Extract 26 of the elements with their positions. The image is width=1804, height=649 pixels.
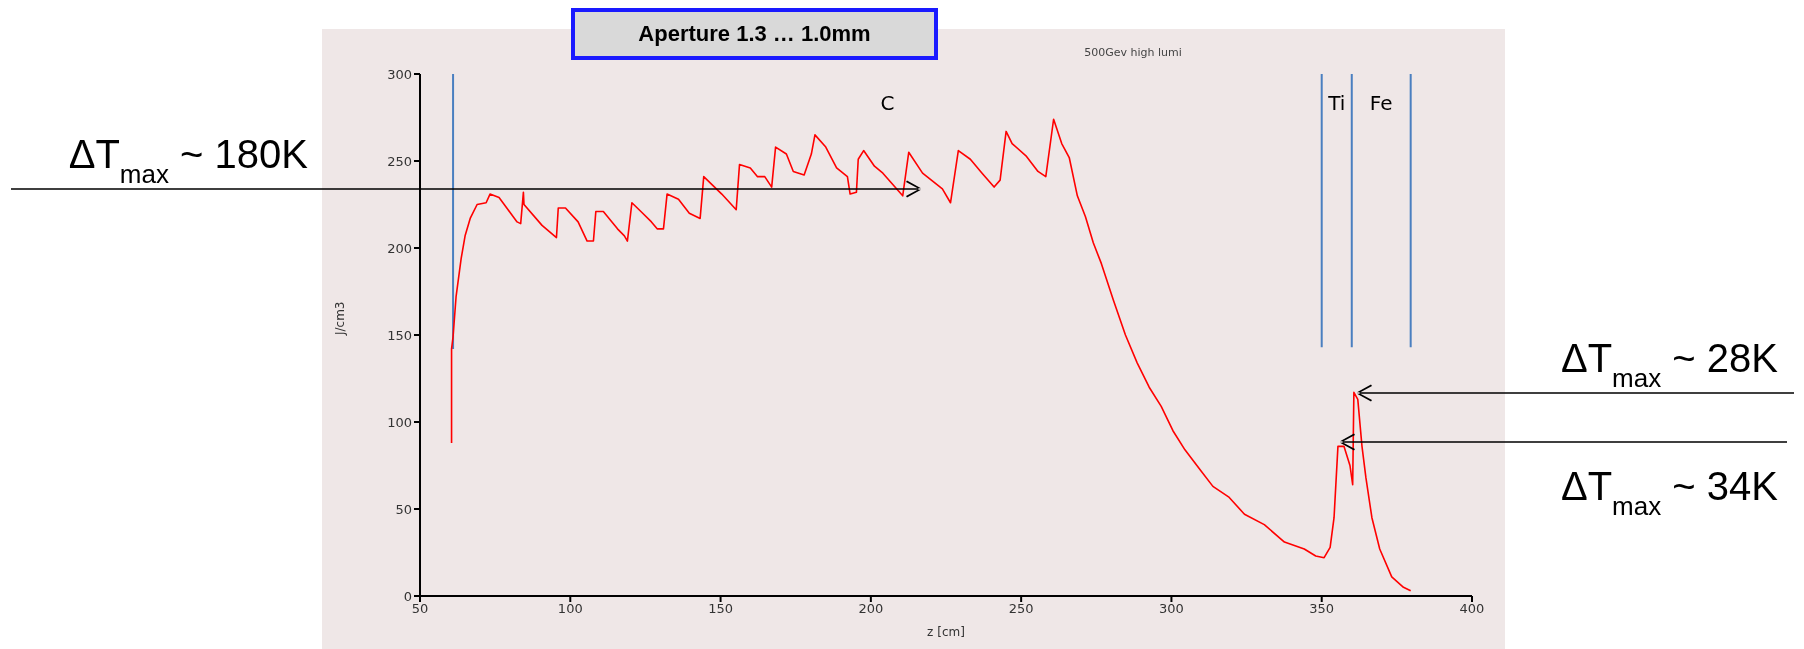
x-tick-label: 350: [1309, 601, 1335, 617]
y-tick-label: 200: [387, 240, 412, 256]
annotation: Fe: [1369, 90, 1393, 115]
x-tick-label: 200: [858, 601, 884, 617]
x-tick-label: 100: [557, 601, 583, 617]
text: ΔT$_{max}$ ~ 28K: [1560, 336, 1779, 393]
text: Aperture 1.3 … 1.0mm: [571, 8, 938, 60]
annotation: C: [880, 90, 895, 115]
y-tick-label: 100: [387, 414, 412, 430]
text: ΔT$_{max}$ ~ 34K: [1560, 464, 1779, 521]
y-tick-label: 50: [395, 501, 412, 517]
x-axis-title: z [cm]: [927, 625, 965, 639]
x-tick-label: 150: [708, 601, 733, 617]
y-tick-label: 0: [403, 588, 412, 604]
line-series: [450, 118, 1412, 592]
chart-title: 500Gev high lumi: [1083, 46, 1183, 59]
y-tick-label: 150: [387, 327, 412, 343]
x-tick-label: 300: [1159, 601, 1184, 617]
y-tick-label: 300: [387, 66, 412, 82]
x-tick-label: 50: [411, 601, 429, 617]
y-axis-title: J/cm3: [333, 301, 348, 336]
y-tick-label: 250: [387, 153, 412, 169]
x-tick-label: 400: [1459, 601, 1485, 617]
annotation: Ti: [1327, 90, 1346, 115]
text: ΔT$_{max}$ ~ 180K: [68, 132, 309, 189]
x-tick-label: 250: [1008, 601, 1034, 617]
